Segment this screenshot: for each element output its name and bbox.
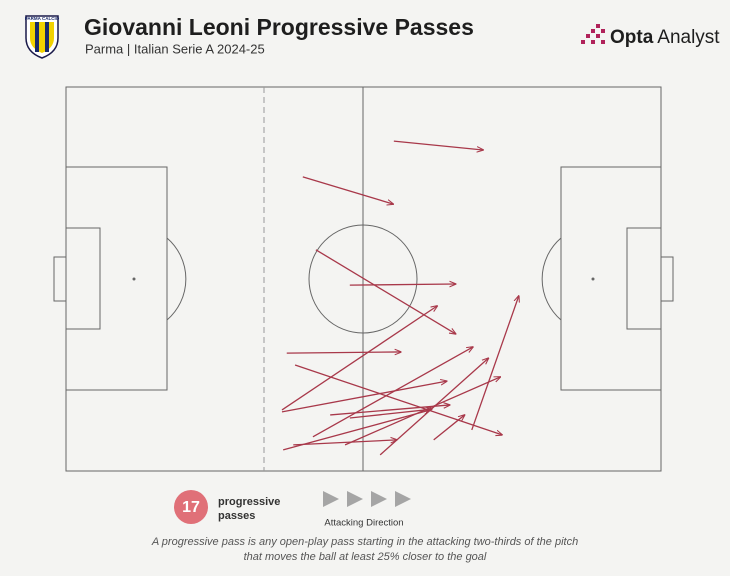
chart-subtitle: Parma | Italian Serie A 2024-25 — [85, 41, 265, 56]
pass-arrow — [312, 347, 473, 438]
brand-light: Analyst — [657, 27, 720, 48]
pass-arrow — [302, 176, 393, 204]
brand-bold: Opta — [610, 27, 654, 48]
passes — [281, 140, 519, 456]
footnote: A progressive pass is any open-play pass… — [151, 536, 578, 548]
direction-arrows — [323, 491, 411, 507]
brand-logo — [581, 24, 605, 44]
count-badge — [174, 490, 208, 524]
club-badge: PARMA CALCIO — [25, 15, 60, 59]
pass-arrow — [379, 358, 488, 456]
brand-name: Opta Analyst — [610, 27, 720, 48]
count-label: progressive — [218, 496, 280, 508]
pitch — [53, 86, 674, 472]
pass-arrow — [349, 409, 432, 419]
pass-arrow — [283, 410, 430, 451]
pass-arrow — [294, 364, 502, 435]
pass-count: 17 — [182, 499, 200, 516]
pass-arrow — [315, 249, 456, 334]
count-label: passes — [218, 510, 255, 522]
badge-text: PARMA CALCIO — [25, 16, 60, 21]
pass-arrow — [471, 296, 519, 431]
pass-arrow — [281, 306, 437, 411]
pass-arrow — [344, 377, 500, 446]
pass-arrow — [293, 440, 397, 446]
pass-arrow — [349, 284, 456, 285]
penalty-spot — [132, 277, 136, 281]
direction-label: Attacking Direction — [324, 518, 403, 529]
pass-arrow — [281, 381, 447, 413]
pass-arrow — [393, 140, 483, 150]
chart-title: Giovanni Leoni Progressive Passes — [84, 14, 474, 40]
pass-arrow — [286, 352, 401, 353]
penalty-spot — [591, 277, 595, 281]
footnote: that moves the ball at least 25% closer … — [244, 551, 487, 563]
pass-arrow — [433, 415, 465, 441]
